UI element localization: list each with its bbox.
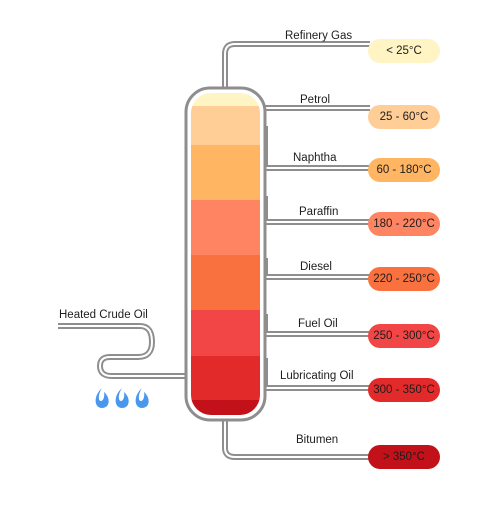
label-diesel: Diesel xyxy=(300,261,332,273)
column-band-petrol xyxy=(191,106,260,146)
temp-badge-lubricating-oil: 300 - 350°C xyxy=(368,378,440,402)
column-band-naphtha xyxy=(191,145,260,201)
column-band-paraffin xyxy=(191,200,260,256)
column-band-refinery-gas xyxy=(191,93,260,107)
temp-badge-paraffin: 180 - 220°C xyxy=(368,212,440,236)
column-band-lubricating-oil xyxy=(191,356,260,401)
label-bitumen: Bitumen xyxy=(296,434,339,446)
temp-badge-naphtha: 60 - 180°C xyxy=(368,158,440,182)
column-band-diesel xyxy=(191,255,260,311)
label-petrol: Petrol xyxy=(300,94,331,106)
column-band-fuel-oil xyxy=(191,310,260,357)
temp-badge-petrol: 25 - 60°C xyxy=(368,105,440,129)
label-naphtha: Naphtha xyxy=(293,152,337,164)
label-paraffin: Paraffin xyxy=(299,206,339,218)
column-bands xyxy=(191,93,260,415)
label-lubricating-oil: Lubricating Oil xyxy=(280,370,354,382)
flame-icon xyxy=(95,388,109,408)
temp-badge-refinery-gas: < 25°C xyxy=(368,39,440,63)
temp-badge-bitumen: > 350°C xyxy=(368,445,440,469)
column-band-bitumen xyxy=(191,400,260,415)
burner-flames xyxy=(95,388,149,408)
temp-badge-diesel: 220 - 250°C xyxy=(368,267,440,291)
temp-badge-fuel-oil: 250 - 300°C xyxy=(368,324,440,348)
label-fuel-oil: Fuel Oil xyxy=(298,318,338,330)
flame-icon xyxy=(115,388,129,408)
flame-icon xyxy=(135,388,149,408)
pipe-crude-inlet xyxy=(58,323,190,379)
pipe-refinery-gas xyxy=(222,41,370,90)
label-refinery-gas: Refinery Gas xyxy=(285,30,353,42)
input-label: Heated Crude Oil xyxy=(59,309,148,321)
